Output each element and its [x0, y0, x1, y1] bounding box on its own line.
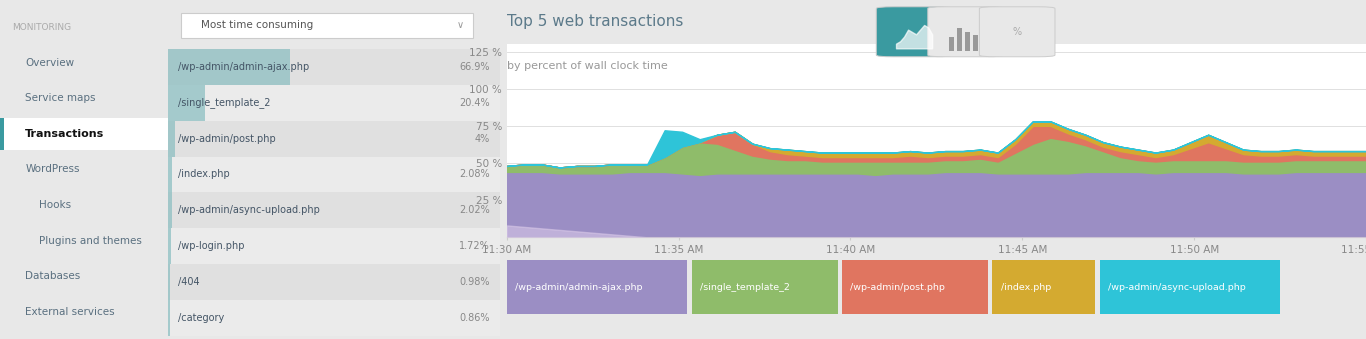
- Text: /wp-admin/post.php: /wp-admin/post.php: [851, 283, 945, 292]
- Text: 0.86%: 0.86%: [459, 313, 490, 323]
- Text: Top 5 web transactions: Top 5 web transactions: [507, 14, 683, 29]
- Text: /wp-admin/admin-ajax.php: /wp-admin/admin-ajax.php: [178, 62, 309, 72]
- Text: Most time consuming: Most time consuming: [201, 20, 313, 31]
- FancyBboxPatch shape: [979, 7, 1055, 57]
- Bar: [964, 32, 970, 51]
- Text: Plugins and themes: Plugins and themes: [38, 236, 142, 246]
- Text: 20.4%: 20.4%: [459, 98, 490, 108]
- Bar: [168, 300, 500, 336]
- Bar: [168, 157, 500, 193]
- Bar: [168, 49, 290, 85]
- FancyBboxPatch shape: [182, 13, 474, 38]
- Bar: [1100, 260, 1280, 315]
- Text: 4%: 4%: [475, 134, 490, 144]
- Bar: [168, 157, 172, 193]
- Text: 0.98%: 0.98%: [459, 277, 490, 287]
- Text: Hooks: Hooks: [38, 200, 71, 210]
- Bar: [168, 264, 500, 300]
- Text: ∨: ∨: [456, 20, 463, 31]
- Text: Overview: Overview: [25, 58, 74, 68]
- Bar: [168, 121, 175, 157]
- Bar: [841, 260, 988, 315]
- Text: /single_template_2: /single_template_2: [701, 283, 790, 292]
- Text: %: %: [1012, 27, 1022, 37]
- Text: Databases: Databases: [25, 271, 81, 281]
- Bar: [168, 49, 500, 85]
- Text: External services: External services: [25, 307, 115, 317]
- Bar: [168, 193, 500, 228]
- Bar: [168, 85, 205, 121]
- Text: /wp-admin/async-upload.php: /wp-admin/async-upload.php: [1108, 283, 1246, 292]
- Bar: [992, 260, 1096, 315]
- Text: 2.08%: 2.08%: [459, 170, 490, 179]
- Bar: [168, 85, 500, 121]
- Text: /single_template_2: /single_template_2: [178, 97, 270, 108]
- Text: /index.php: /index.php: [1001, 283, 1050, 292]
- Bar: [168, 264, 169, 300]
- Bar: [168, 228, 171, 264]
- Bar: [973, 35, 978, 51]
- Text: /wp-admin/post.php: /wp-admin/post.php: [178, 134, 276, 144]
- Text: by percent of wall clock time: by percent of wall clock time: [507, 61, 668, 71]
- Bar: [168, 121, 500, 157]
- Text: MONITORING: MONITORING: [12, 23, 71, 32]
- Bar: [691, 260, 837, 315]
- Bar: [958, 27, 962, 51]
- Bar: [168, 300, 169, 336]
- Text: Transactions: Transactions: [25, 129, 104, 139]
- Text: 2.02%: 2.02%: [459, 205, 490, 215]
- Text: /404: /404: [178, 277, 199, 287]
- Text: Service maps: Service maps: [25, 93, 96, 103]
- Text: /wp-admin/async-upload.php: /wp-admin/async-upload.php: [178, 205, 320, 215]
- FancyBboxPatch shape: [876, 7, 952, 57]
- Bar: [0, 118, 171, 150]
- Text: /wp-admin/admin-ajax.php: /wp-admin/admin-ajax.php: [515, 283, 643, 292]
- Bar: [507, 260, 687, 315]
- Bar: [949, 37, 955, 51]
- FancyBboxPatch shape: [928, 7, 1004, 57]
- Text: 1.72%: 1.72%: [459, 241, 490, 251]
- Text: /category: /category: [178, 313, 224, 323]
- Bar: [0, 118, 4, 150]
- Bar: [168, 193, 172, 228]
- Text: /index.php: /index.php: [178, 170, 229, 179]
- Text: WordPress: WordPress: [25, 164, 79, 175]
- Text: 66.9%: 66.9%: [459, 62, 490, 72]
- Text: /wp-login.php: /wp-login.php: [178, 241, 245, 251]
- Bar: [168, 228, 500, 264]
